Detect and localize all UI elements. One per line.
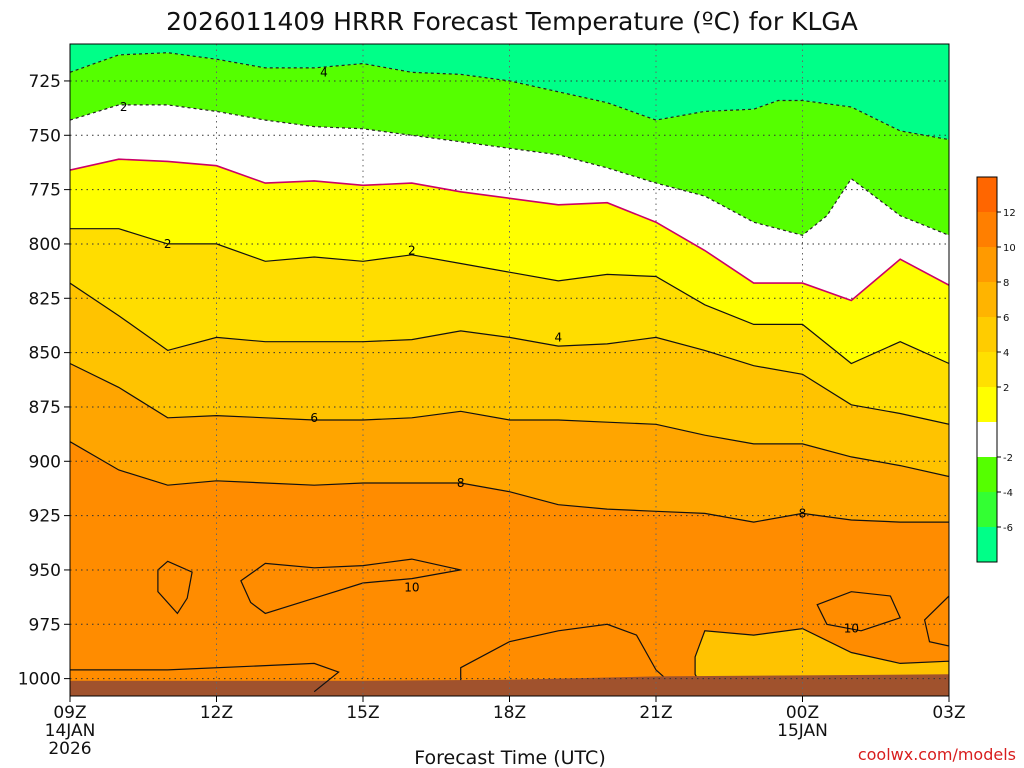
y-tick-label: 850 (29, 344, 61, 364)
y-tick-label: 825 (29, 289, 61, 309)
colorbar-swatch (977, 212, 997, 247)
y-tick-label: 775 (29, 181, 61, 201)
x-tick-label: 15Z (346, 703, 379, 723)
colorbar-label: -2 (1003, 453, 1013, 464)
chart-title: 2026011409 HRRR Forecast Temperature (ºC… (166, 7, 858, 36)
x-tick-label: 18Z (493, 703, 526, 723)
colorbar-label: 8 (1003, 278, 1009, 289)
y-tick-label: 800 (29, 235, 61, 255)
warm-pocket-contour (240, 558, 461, 615)
colorbar-label: 10 (1003, 243, 1016, 254)
contour-line (70, 52, 949, 141)
colorbar-swatch (977, 352, 997, 387)
grid-lines (70, 44, 949, 696)
y-tick-label: 975 (29, 615, 61, 635)
contour-label: 8 (799, 506, 807, 520)
x-tick-label: 12Z (200, 703, 233, 723)
colorbar-swatch (977, 282, 997, 317)
y-tick-label: 950 (29, 561, 61, 581)
colorbar-swatch (977, 527, 997, 562)
contour-label: 10 (404, 580, 419, 594)
y-tick-label: 725 (29, 72, 61, 92)
colorbar-swatch (977, 492, 997, 527)
y-tick-label: 1000 (18, 670, 61, 690)
contour-label: 2 (120, 100, 128, 114)
contour-line (70, 158, 949, 302)
x-tick-label: 03Z (932, 703, 965, 723)
plot-area: 4 2 2 2 4 6 8 8 10 10 (70, 44, 949, 696)
contour-line (70, 104, 949, 236)
contour-label: 4 (555, 330, 563, 344)
warm-pocket-contour (923, 595, 949, 647)
contour-line (70, 662, 340, 693)
colorbar-swatch (977, 422, 997, 457)
contour-label: 2 (408, 243, 416, 257)
colorbar-swatch (977, 387, 997, 422)
contour-label: 4 (320, 65, 328, 79)
contour-line (70, 282, 949, 425)
ground-surface (70, 674, 949, 696)
y-tick-label: 875 (29, 398, 61, 418)
colorbar-label: 4 (1003, 348, 1009, 359)
y-tick-label: 750 (29, 126, 61, 146)
colorbar-swatch (977, 317, 997, 352)
warm-pocket-contour (816, 591, 902, 632)
contour-lines (70, 52, 949, 693)
contour-label: 2 (164, 237, 172, 251)
colorbar: -6 -4 -2 2 4 6 8 10 12 (976, 176, 1016, 563)
x-tick-label: 00Z (786, 703, 819, 723)
contour-label: 6 (310, 411, 318, 425)
contour-line (70, 228, 949, 365)
temp-band (70, 363, 949, 523)
x-tick-year: 2026 (48, 739, 91, 759)
contour-label: 8 (457, 476, 465, 490)
x-axis-title: Forecast Time (UTC) (414, 747, 605, 768)
y-tick-label: 900 (29, 452, 61, 472)
contour-line (70, 362, 949, 478)
temp-band (70, 104, 949, 301)
contour-line (70, 441, 949, 523)
x-tick-label: 09Z (53, 703, 86, 723)
source-credit: coolwx.com/models (858, 745, 1016, 764)
y-axis: 725 750 775 800 825 850 875 900 925 950 975 1000 (18, 72, 70, 690)
contour-label: 10 (844, 622, 859, 636)
x-tick-date: 14JAN (45, 721, 96, 741)
warm-pocket-contour (157, 560, 193, 615)
colorbar-label: 6 (1003, 313, 1009, 324)
colorbar-swatch (977, 177, 997, 212)
colorbar-label: 2 (1003, 383, 1009, 394)
ground-fill (70, 674, 949, 696)
colorbar-swatch (977, 247, 997, 282)
contour-labels: 4 2 2 2 4 6 8 8 10 10 (120, 65, 859, 636)
colorbar-label: -4 (1003, 488, 1013, 499)
y-tick-label: 925 (29, 507, 61, 527)
colorbar-frame (976, 176, 998, 563)
x-tick-date: 15JAN (777, 721, 828, 741)
x-tick-label: 21Z (639, 703, 672, 723)
temp-band (70, 159, 949, 364)
temp-band (70, 228, 949, 425)
colorbar-label: -6 (1003, 523, 1013, 534)
colorbar-swatch (977, 457, 997, 492)
colorbar-label: 12 (1003, 208, 1016, 219)
